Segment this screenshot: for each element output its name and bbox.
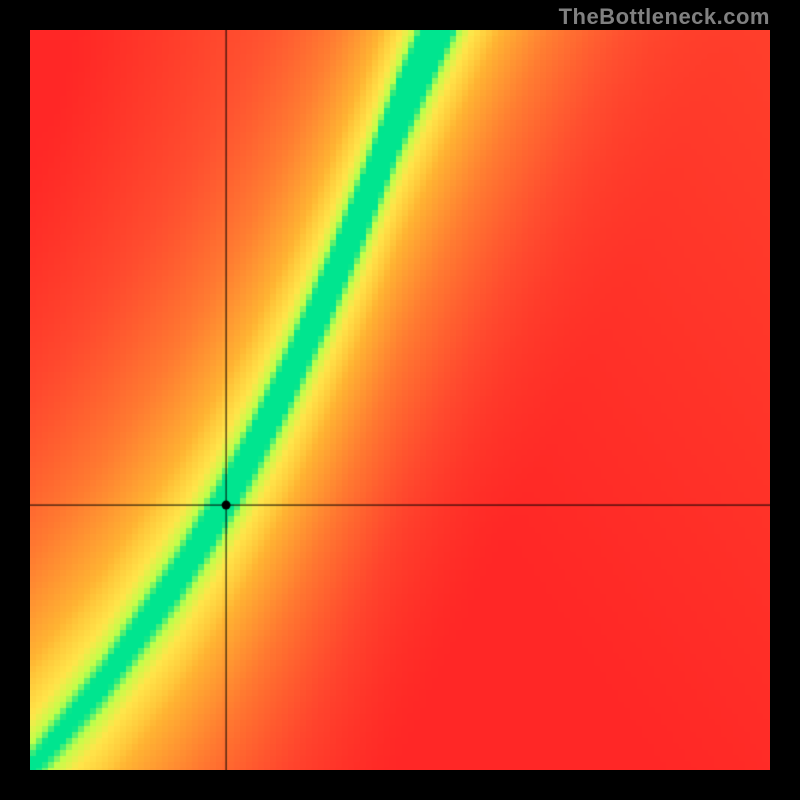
heatmap-canvas xyxy=(30,30,770,770)
watermark-text: TheBottleneck.com xyxy=(559,4,770,30)
heatmap-plot xyxy=(30,30,770,770)
